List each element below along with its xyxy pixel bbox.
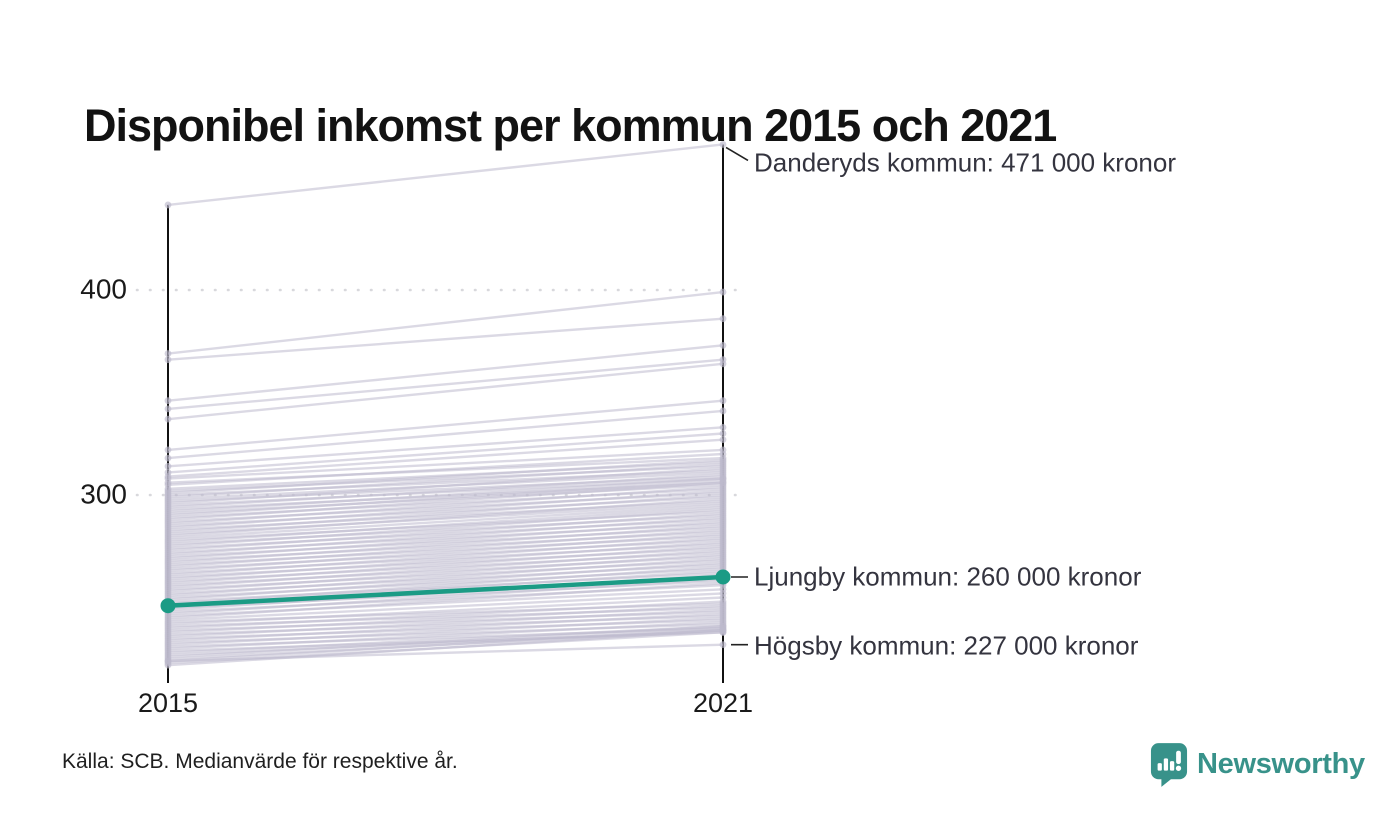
newsworthy-wordmark: Newsworthy: [1197, 748, 1365, 780]
annotation-ljungby: Ljungby kommun: 260 000 kronor: [754, 561, 1142, 592]
source-note: Källa: SCB. Medianvärde för respektive å…: [62, 750, 458, 773]
x-axis-label-2021: 2021: [692, 688, 754, 718]
y-axis-tick-300: 300: [80, 478, 127, 510]
y-axis-tick-400: 400: [80, 273, 127, 305]
chart-title: Disponibel inkomst per kommun 2015 och 2…: [84, 100, 1057, 152]
annotation-danderyd: Danderyds kommun: 471 000 kronor: [754, 147, 1177, 178]
x-axis-label-2015: 2015: [137, 688, 199, 718]
newsworthy-bubble-icon: [1150, 743, 1188, 787]
newsworthy-logo[interactable]: Newsworthy: [1150, 742, 1365, 787]
annotation-hogsby: Högsby kommun: 227 000 kronor: [754, 630, 1139, 661]
